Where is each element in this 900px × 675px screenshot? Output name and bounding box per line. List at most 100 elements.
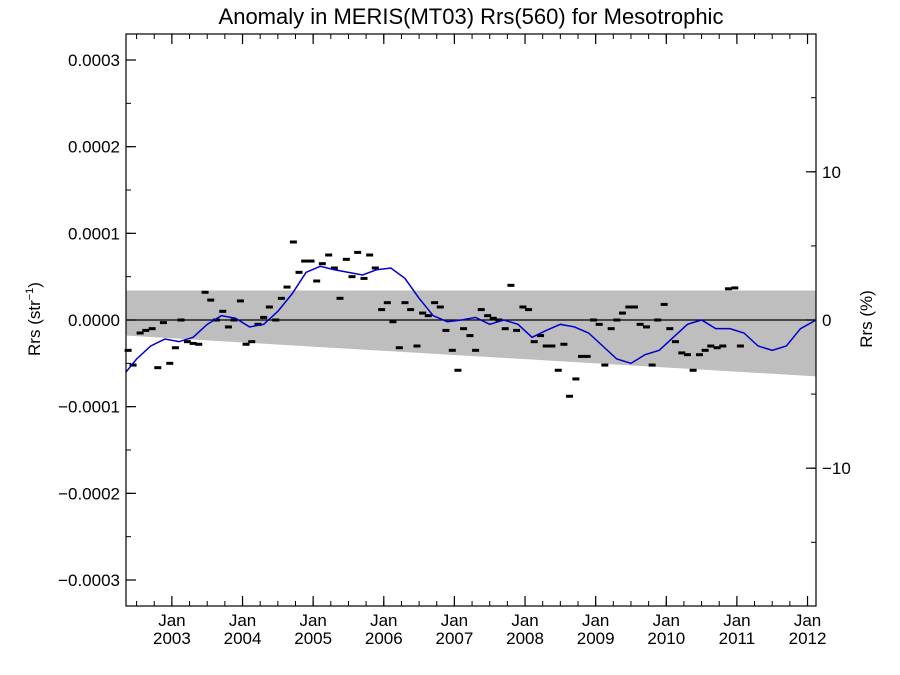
data-point xyxy=(660,302,668,306)
data-point xyxy=(724,287,732,291)
data-point xyxy=(542,344,550,348)
x-tick-year: 2011 xyxy=(719,629,756,648)
data-point xyxy=(389,320,397,324)
data-point xyxy=(607,327,615,331)
data-point xyxy=(424,314,432,318)
data-point xyxy=(601,363,609,367)
uncertainty-band xyxy=(126,290,816,377)
plot-area xyxy=(124,240,817,398)
data-point xyxy=(707,344,715,348)
data-point xyxy=(442,328,450,332)
data-point xyxy=(254,322,262,326)
y-axis-label-left: Rrs (str−1) xyxy=(24,282,44,356)
data-point xyxy=(124,348,132,352)
x-tick-month: Jan xyxy=(723,611,750,630)
data-point xyxy=(195,342,203,346)
data-point xyxy=(248,340,256,344)
data-point xyxy=(666,327,674,331)
data-point xyxy=(129,363,137,367)
x-tick-year: 2010 xyxy=(647,629,685,648)
x-axis-ticks: Jan2003Jan2004Jan2005Jan2006Jan2007Jan20… xyxy=(136,34,827,648)
data-point xyxy=(395,346,403,350)
data-point xyxy=(513,328,521,332)
data-point xyxy=(336,296,344,300)
data-point xyxy=(265,305,273,309)
data-point xyxy=(695,353,703,357)
data-point xyxy=(525,308,533,312)
data-point xyxy=(477,308,485,312)
data-point xyxy=(548,344,556,348)
data-point xyxy=(207,298,215,302)
data-point xyxy=(283,285,291,289)
data-point xyxy=(689,368,697,372)
x-tick-month: Jan xyxy=(511,611,538,630)
data-point xyxy=(242,342,250,346)
data-point xyxy=(719,344,727,348)
left-tick-label: 0.0003 xyxy=(68,51,120,70)
right-tick-label: −10 xyxy=(822,459,851,478)
data-point xyxy=(183,340,191,344)
data-point xyxy=(236,299,244,303)
data-point xyxy=(177,318,185,322)
data-point xyxy=(166,361,174,365)
x-tick-year: 2012 xyxy=(789,629,827,648)
data-point xyxy=(648,363,656,367)
data-point xyxy=(654,318,662,322)
data-point xyxy=(277,296,285,300)
data-point xyxy=(572,377,580,381)
data-point xyxy=(507,283,515,287)
data-point xyxy=(189,341,197,345)
data-point xyxy=(159,321,167,325)
data-point xyxy=(519,305,527,309)
y-axis-label-right: Rrs (%) xyxy=(857,290,876,348)
x-tick-year: 2005 xyxy=(294,629,332,648)
data-point xyxy=(419,311,427,315)
data-point xyxy=(731,286,739,290)
left-tick-label: −0.0002 xyxy=(58,484,120,503)
x-tick-month: Jan xyxy=(653,611,680,630)
x-tick-year: 2009 xyxy=(577,629,615,648)
data-point xyxy=(354,250,362,254)
data-point xyxy=(678,351,686,355)
right-tick-label: 10 xyxy=(822,163,841,182)
data-point xyxy=(466,334,474,338)
data-point xyxy=(630,305,638,309)
data-point xyxy=(554,368,562,372)
chart-title: Anomaly in MERIS(MT03) Rrs(560) for Meso… xyxy=(219,4,724,29)
data-point xyxy=(342,257,350,261)
data-point xyxy=(325,253,333,257)
x-tick-month: Jan xyxy=(299,611,326,630)
data-point xyxy=(495,318,503,322)
data-point xyxy=(643,325,651,329)
data-point xyxy=(371,266,379,270)
data-point xyxy=(484,314,492,318)
data-point xyxy=(671,340,679,344)
data-point xyxy=(201,290,209,294)
data-point xyxy=(683,353,691,357)
data-point xyxy=(154,366,162,370)
data-point xyxy=(307,259,315,263)
data-point xyxy=(407,308,415,312)
right-axis-ticks: 10 0 −10 xyxy=(806,97,851,543)
data-point xyxy=(383,301,391,305)
data-point xyxy=(272,318,280,322)
left-tick-label: 0.0002 xyxy=(68,138,120,157)
x-tick-month: Jan xyxy=(370,611,397,630)
data-point xyxy=(224,325,232,329)
data-point xyxy=(590,318,598,322)
left-axis-ticks: 0.0003 0.0002 0.0001 0.0000 −0.0001 −0.0002 −0… xyxy=(58,51,136,590)
x-tick-year: 2007 xyxy=(435,629,473,648)
data-point xyxy=(301,259,309,263)
data-point xyxy=(560,342,568,346)
x-tick-year: 2008 xyxy=(506,629,544,648)
data-point xyxy=(318,262,326,266)
data-point xyxy=(448,348,456,352)
data-point xyxy=(454,368,462,372)
x-tick-month: Jan xyxy=(582,611,609,630)
left-tick-label: −0.0001 xyxy=(58,398,120,417)
data-point xyxy=(566,394,574,398)
x-tick-year: 2003 xyxy=(153,629,191,648)
data-point xyxy=(260,315,268,319)
data-point xyxy=(472,348,480,352)
data-point xyxy=(595,322,603,326)
